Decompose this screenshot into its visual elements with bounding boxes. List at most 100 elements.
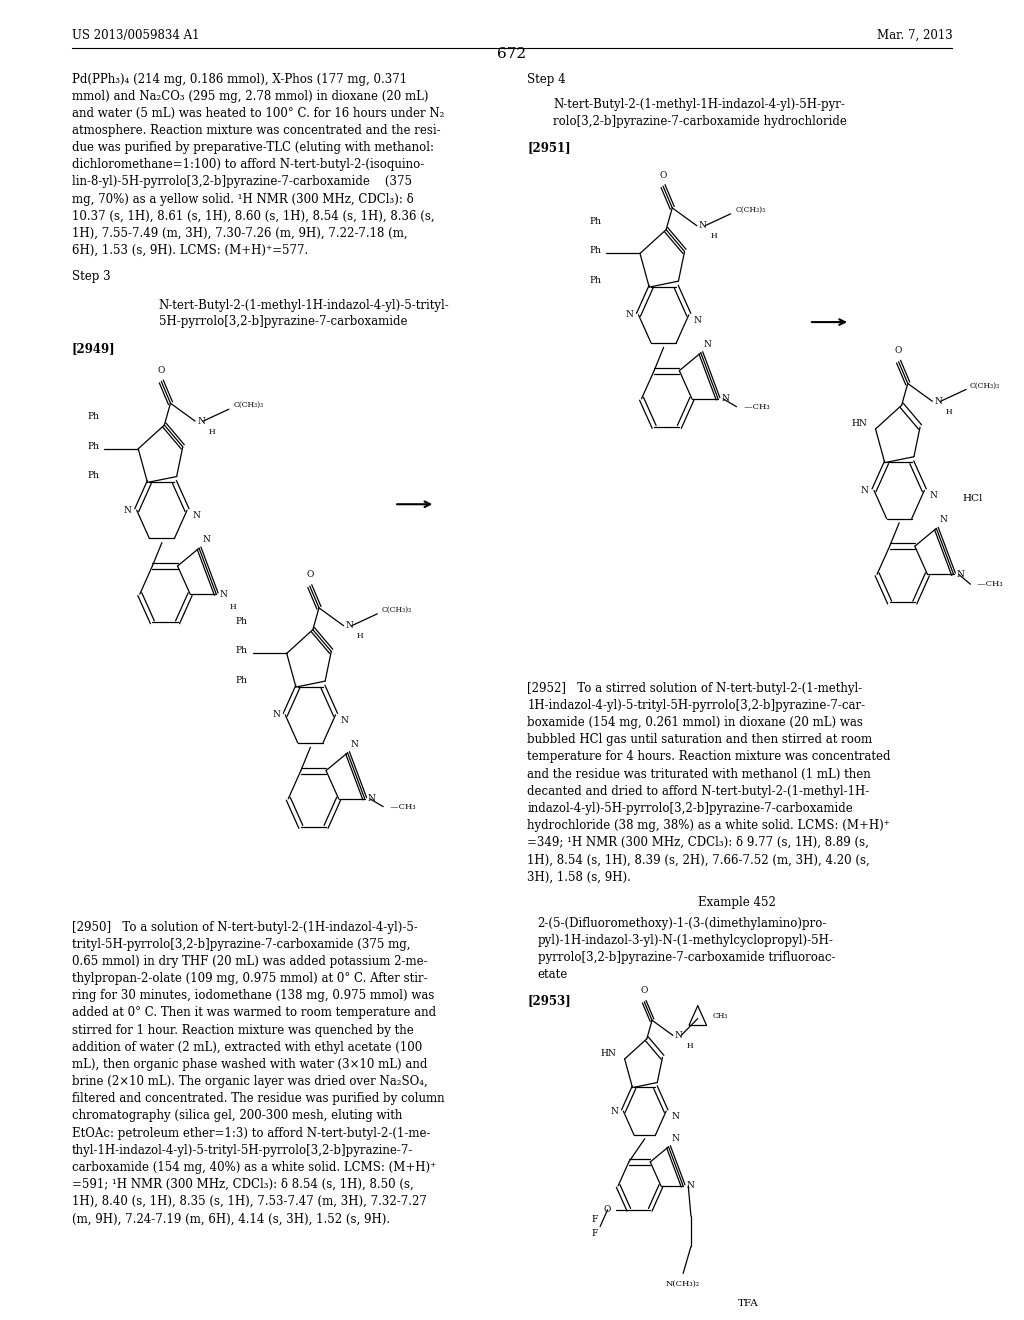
Text: N: N xyxy=(341,715,348,725)
Text: =591; ¹H NMR (300 MHz, CDCl₃): δ 8.54 (s, 1H), 8.50 (s,: =591; ¹H NMR (300 MHz, CDCl₃): δ 8.54 (s… xyxy=(72,1177,414,1191)
Text: N: N xyxy=(219,590,227,599)
Text: 3H), 1.58 (s, 9H).: 3H), 1.58 (s, 9H). xyxy=(527,870,631,883)
Text: mmol) and Na₂CO₃ (295 mg, 2.78 mmol) in dioxane (20 mL): mmol) and Na₂CO₃ (295 mg, 2.78 mmol) in … xyxy=(72,90,428,103)
Text: N: N xyxy=(698,222,707,230)
Text: N: N xyxy=(626,310,633,319)
Text: 1H), 7.55-7.49 (m, 3H), 7.30-7.26 (m, 9H), 7.22-7.18 (m,: 1H), 7.55-7.49 (m, 3H), 7.30-7.26 (m, 9H… xyxy=(72,227,408,240)
Text: =349; ¹H NMR (300 MHz, CDCl₃): δ 9.77 (s, 1H), 8.89 (s,: =349; ¹H NMR (300 MHz, CDCl₃): δ 9.77 (s… xyxy=(527,836,869,849)
Text: H: H xyxy=(946,408,952,416)
Text: chromatography (silica gel, 200-300 mesh, eluting with: chromatography (silica gel, 200-300 mesh… xyxy=(72,1109,402,1122)
Text: addition of water (2 mL), extracted with ethyl acetate (100: addition of water (2 mL), extracted with… xyxy=(72,1040,422,1053)
Text: atmosphere. Reaction mixture was concentrated and the resi-: atmosphere. Reaction mixture was concent… xyxy=(72,124,440,137)
Text: N: N xyxy=(610,1106,618,1115)
Text: brine (2×10 mL). The organic layer was dried over Na₂SO₄,: brine (2×10 mL). The organic layer was d… xyxy=(72,1074,427,1088)
Text: Ph: Ph xyxy=(236,676,248,685)
Text: [2949]: [2949] xyxy=(72,342,116,355)
Text: O: O xyxy=(641,986,648,995)
Text: H: H xyxy=(209,428,215,436)
Text: F: F xyxy=(592,1229,598,1238)
Text: O: O xyxy=(158,366,165,375)
Text: and water (5 mL) was heated to 100° C. for 16 hours under N₂: and water (5 mL) was heated to 100° C. f… xyxy=(72,107,444,120)
Text: H: H xyxy=(357,632,364,640)
Text: dichloromethane=1:100) to afford N-tert-butyl-2-(isoquino-: dichloromethane=1:100) to afford N-tert-… xyxy=(72,158,424,172)
Text: Ph: Ph xyxy=(589,216,601,226)
Text: [2953]: [2953] xyxy=(527,994,571,1007)
Text: Pd(PPh₃)₄ (214 mg, 0.186 mmol), X-Phos (177 mg, 0.371: Pd(PPh₃)₄ (214 mg, 0.186 mmol), X-Phos (… xyxy=(72,73,407,86)
Text: C(CH₃)₃: C(CH₃)₃ xyxy=(382,606,412,614)
Text: 1H-indazol-4-yl)-5-trityl-5H-pyrrolo[3,2-b]pyrazine-7-car-: 1H-indazol-4-yl)-5-trityl-5H-pyrrolo[3,2… xyxy=(527,698,865,711)
Text: N: N xyxy=(672,1111,679,1121)
Text: H: H xyxy=(711,232,717,240)
Text: N: N xyxy=(350,739,358,748)
Text: [2952]   To a stirred solution of N-tert-butyl-2-(1-methyl-: [2952] To a stirred solution of N-tert-b… xyxy=(527,681,862,694)
Text: and the residue was triturated with methanol (1 mL) then: and the residue was triturated with meth… xyxy=(527,767,871,780)
Text: N: N xyxy=(703,339,712,348)
Text: N: N xyxy=(672,1134,680,1143)
Text: lin-8-yl)-5H-pyrrolo[3,2-b]pyrazine-7-carboxamide    (375: lin-8-yl)-5H-pyrrolo[3,2-b]pyrazine-7-ca… xyxy=(72,176,412,189)
Text: Step 3: Step 3 xyxy=(72,269,111,282)
Text: Ph: Ph xyxy=(236,647,248,656)
Text: 1H), 8.40 (s, 1H), 8.35 (s, 1H), 7.53-7.47 (m, 3H), 7.32-7.27: 1H), 8.40 (s, 1H), 8.35 (s, 1H), 7.53-7.… xyxy=(72,1195,427,1208)
Text: etate: etate xyxy=(538,968,568,981)
Text: boxamide (154 mg, 0.261 mmol) in dioxane (20 mL) was: boxamide (154 mg, 0.261 mmol) in dioxane… xyxy=(527,715,863,729)
Text: US 2013/0059834 A1: US 2013/0059834 A1 xyxy=(72,29,200,42)
Text: N: N xyxy=(956,570,965,579)
Text: trityl-5H-pyrrolo[3,2-b]pyrazine-7-carboxamide (375 mg,: trityl-5H-pyrrolo[3,2-b]pyrazine-7-carbo… xyxy=(72,937,411,950)
Text: stirred for 1 hour. Reaction mixture was quenched by the: stirred for 1 hour. Reaction mixture was… xyxy=(72,1023,414,1036)
Text: O: O xyxy=(659,170,667,180)
Text: H: H xyxy=(686,1041,693,1049)
Text: carboxamide (154 mg, 40%) as a white solid. LCMS: (M+H)⁺: carboxamide (154 mg, 40%) as a white sol… xyxy=(72,1160,436,1173)
Text: hydrochloride (38 mg, 38%) as a white solid. LCMS: (M+H)⁺: hydrochloride (38 mg, 38%) as a white so… xyxy=(527,818,890,832)
Text: N(CH₃)₂: N(CH₃)₂ xyxy=(666,1280,700,1288)
Text: Mar. 7, 2013: Mar. 7, 2013 xyxy=(877,29,952,42)
Text: mg, 70%) as a yellow solid. ¹H NMR (300 MHz, CDCl₃): δ: mg, 70%) as a yellow solid. ¹H NMR (300 … xyxy=(72,193,414,206)
Text: N-tert-Butyl-2-(1-methyl-1H-indazol-4-yl)-5-trityl-: N-tert-Butyl-2-(1-methyl-1H-indazol-4-yl… xyxy=(159,298,450,312)
Text: C(CH₃)₃: C(CH₃)₃ xyxy=(969,381,999,389)
Text: N: N xyxy=(686,1181,694,1191)
Text: O: O xyxy=(895,346,902,355)
Text: mL), then organic phase washed with water (3×10 mL) and: mL), then organic phase washed with wate… xyxy=(72,1057,427,1071)
Text: Ph: Ph xyxy=(589,247,601,256)
Text: O: O xyxy=(306,570,313,579)
Text: Ph: Ph xyxy=(589,276,601,285)
Text: rolo[3,2-b]pyrazine-7-carboxamide hydrochloride: rolo[3,2-b]pyrazine-7-carboxamide hydroc… xyxy=(553,115,847,128)
Text: N: N xyxy=(197,417,205,425)
Text: Step 4: Step 4 xyxy=(527,73,566,86)
Text: Ph: Ph xyxy=(87,442,99,451)
Text: added at 0° C. Then it was warmed to room temperature and: added at 0° C. Then it was warmed to roo… xyxy=(72,1006,436,1019)
Text: Ph: Ph xyxy=(87,471,99,480)
Text: 2-(5-(Difluoromethoxy)-1-(3-(dimethylamino)pro-: 2-(5-(Difluoromethoxy)-1-(3-(dimethylami… xyxy=(538,916,827,929)
Text: Ph: Ph xyxy=(236,616,248,626)
Text: 0.65 mmol) in dry THF (20 mL) was added potassium 2-me-: 0.65 mmol) in dry THF (20 mL) was added … xyxy=(72,954,427,968)
Text: HCl: HCl xyxy=(963,495,983,503)
Text: N: N xyxy=(346,622,353,630)
Text: O: O xyxy=(603,1205,610,1214)
Text: H: H xyxy=(229,603,237,611)
Text: HN: HN xyxy=(601,1049,616,1059)
Text: N-tert-Butyl-2-(1-methyl-1H-indazol-4-yl)-5H-pyr-: N-tert-Butyl-2-(1-methyl-1H-indazol-4-yl… xyxy=(553,98,845,111)
Text: —CH₃: —CH₃ xyxy=(738,403,769,411)
Text: [2951]: [2951] xyxy=(527,141,571,154)
Text: pyrrolo[3,2-b]pyrazine-7-carboxamide trifluoroac-: pyrrolo[3,2-b]pyrazine-7-carboxamide tri… xyxy=(538,950,836,964)
Text: ring for 30 minutes, iodomethane (138 mg, 0.975 mmol) was: ring for 30 minutes, iodomethane (138 mg… xyxy=(72,989,434,1002)
Text: N: N xyxy=(675,1031,683,1040)
Text: temperature for 4 hours. Reaction mixture was concentrated: temperature for 4 hours. Reaction mixtur… xyxy=(527,750,891,763)
Text: [2950]   To a solution of N-tert-butyl-2-(1H-indazol-4-yl)-5-: [2950] To a solution of N-tert-butyl-2-(… xyxy=(72,920,418,933)
Text: N: N xyxy=(930,491,937,500)
Text: (m, 9H), 7.24-7.19 (m, 6H), 4.14 (s, 3H), 1.52 (s, 9H).: (m, 9H), 7.24-7.19 (m, 6H), 4.14 (s, 3H)… xyxy=(72,1212,390,1225)
Text: Example 452: Example 452 xyxy=(698,895,776,908)
Text: thyl-1H-indazol-4-yl)-5-trityl-5H-pyrrolo[3,2-b]pyrazine-7-: thyl-1H-indazol-4-yl)-5-trityl-5H-pyrrol… xyxy=(72,1143,413,1156)
Text: TFA: TFA xyxy=(738,1299,759,1308)
Text: 6H), 1.53 (s, 9H). LCMS: (M+H)⁺=577.: 6H), 1.53 (s, 9H). LCMS: (M+H)⁺=577. xyxy=(72,244,308,257)
Text: N: N xyxy=(861,486,868,495)
Text: due was purified by preparative-TLC (eluting with methanol:: due was purified by preparative-TLC (elu… xyxy=(72,141,434,154)
Text: bubbled HCl gas until saturation and then stirred at room: bubbled HCl gas until saturation and the… xyxy=(527,733,872,746)
Text: N: N xyxy=(694,315,701,325)
Text: F: F xyxy=(592,1216,598,1225)
Text: thylpropan-2-olate (109 mg, 0.975 mmol) at 0° C. After stir-: thylpropan-2-olate (109 mg, 0.975 mmol) … xyxy=(72,972,427,985)
Text: pyl)-1H-indazol-3-yl)-N-(1-methylcyclopropyl)-5H-: pyl)-1H-indazol-3-yl)-N-(1-methylcyclopr… xyxy=(538,933,834,946)
Text: decanted and dried to afford N-tert-butyl-2-(1-methyl-1H-: decanted and dried to afford N-tert-buty… xyxy=(527,784,869,797)
Text: N: N xyxy=(721,395,729,404)
Text: N: N xyxy=(124,506,131,515)
Text: HN: HN xyxy=(852,420,867,428)
